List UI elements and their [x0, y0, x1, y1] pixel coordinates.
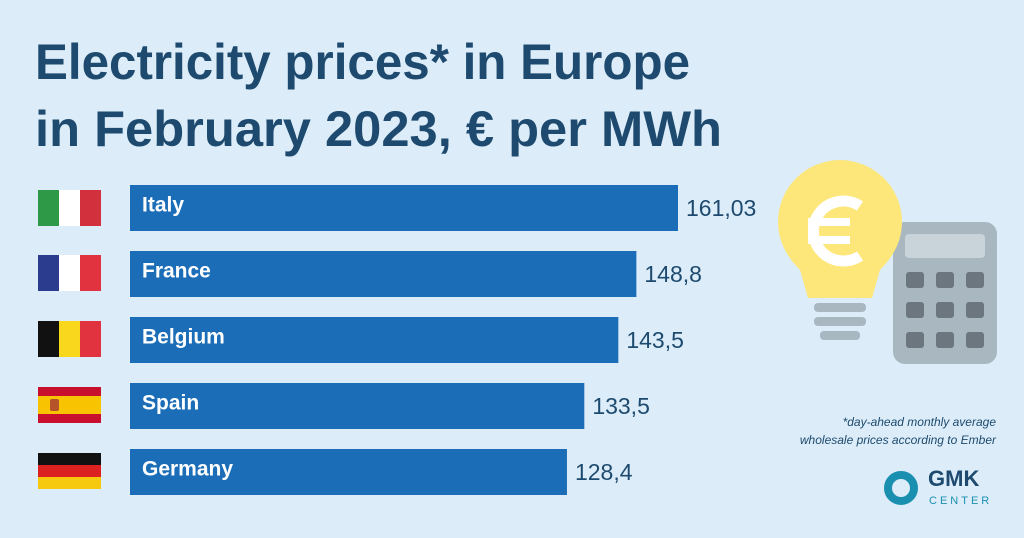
- flag-belgium: [38, 321, 101, 357]
- value-label: 161,03: [686, 195, 756, 221]
- flag-spain: [38, 387, 101, 423]
- footnote: *day-ahead monthly average: [843, 415, 997, 429]
- category-label: Germany: [142, 458, 233, 481]
- category-label: Spain: [142, 392, 199, 415]
- flag-germany: [38, 453, 101, 489]
- logo-name: GMK: [928, 466, 979, 491]
- icon: [778, 160, 997, 364]
- value-label: 128,4: [575, 459, 633, 485]
- flag-france: [38, 255, 101, 291]
- value-label: 133,5: [592, 393, 650, 419]
- value-label: 143,5: [626, 327, 684, 353]
- chart-title: in February 2023, € per MWh: [35, 101, 722, 157]
- logo-tagline: CENTER: [929, 495, 992, 507]
- footnote: wholesale prices according to Ember: [800, 433, 997, 447]
- bar: [130, 251, 637, 297]
- bar: [130, 317, 619, 363]
- flag-italy: [38, 190, 101, 226]
- chart-title: Electricity prices* in Europe: [35, 34, 690, 90]
- value-label: 148,8: [644, 261, 702, 287]
- bar: [130, 449, 567, 495]
- category-label: Belgium: [142, 326, 225, 349]
- category-label: France: [142, 260, 211, 283]
- bar: [130, 185, 678, 231]
- logo: GMK CENTER: [884, 466, 992, 507]
- bar: [130, 383, 585, 429]
- category-label: Italy: [142, 194, 184, 217]
